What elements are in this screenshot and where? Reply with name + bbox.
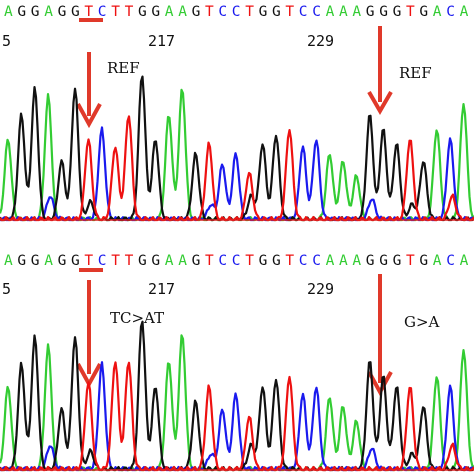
base-letter: A <box>178 253 187 269</box>
arrow-bottom-left <box>76 280 102 389</box>
arrow-top-left <box>76 52 102 129</box>
position-label-bottom-5: 5 <box>2 280 11 298</box>
base-letter: C <box>446 253 455 269</box>
base-letter: T <box>285 4 294 20</box>
base-letter: T <box>245 253 254 269</box>
base-letter: T <box>245 4 254 20</box>
base-letter: A <box>339 4 348 20</box>
base-letter: C <box>299 253 308 269</box>
base-letter: A <box>433 4 442 20</box>
base-letter: C <box>312 4 321 20</box>
base-letter: A <box>4 253 13 269</box>
base-letter: T <box>205 4 214 20</box>
base-letter: G <box>366 253 375 269</box>
base-letter: C <box>98 253 107 269</box>
base-letter: G <box>58 253 67 269</box>
base-letter: G <box>151 253 160 269</box>
mutation-underline-bottom <box>79 268 103 272</box>
base-letter: G <box>138 4 147 20</box>
base-letter: C <box>232 253 241 269</box>
position-label-bottom-217: 217 <box>148 280 175 298</box>
annotation-top-left: REF <box>107 59 140 77</box>
base-letter: A <box>165 4 174 20</box>
base-letter: C <box>299 4 308 20</box>
base-letter: T <box>406 253 415 269</box>
base-letter: G <box>151 4 160 20</box>
base-letter: T <box>111 253 120 269</box>
annotation-bottom-right: G>A <box>404 313 440 331</box>
base-letter: G <box>259 4 268 20</box>
base-letter: A <box>326 253 335 269</box>
base-letter: T <box>406 4 415 20</box>
base-letter: T <box>84 253 93 269</box>
base-letter: A <box>460 4 469 20</box>
base-letter: G <box>419 253 428 269</box>
base-letter: G <box>419 4 428 20</box>
base-letter: G <box>393 253 402 269</box>
base-letter: G <box>393 4 402 20</box>
base-letter: G <box>272 4 281 20</box>
base-letter: T <box>84 4 93 20</box>
base-letter: T <box>205 253 214 269</box>
base-letter: G <box>138 253 147 269</box>
arrow-top-right <box>367 26 393 115</box>
base-letter: G <box>58 4 67 20</box>
base-letter: G <box>31 4 40 20</box>
base-letter: G <box>379 253 388 269</box>
base-letter: C <box>232 4 241 20</box>
base-letter: A <box>352 253 361 269</box>
position-label-top-229: 229 <box>307 32 334 50</box>
annotation-top-right: REF <box>399 64 432 82</box>
base-letter: C <box>218 253 227 269</box>
base-letter: G <box>17 253 26 269</box>
trace-channel-G <box>0 75 474 222</box>
base-letter: A <box>352 4 361 20</box>
base-letter: G <box>71 253 80 269</box>
base-letter: G <box>259 253 268 269</box>
annotation-bottom-left: TC>AT <box>110 309 164 327</box>
base-letter: A <box>460 253 469 269</box>
base-letter: G <box>192 4 201 20</box>
base-letter: C <box>218 4 227 20</box>
base-letter: G <box>379 4 388 20</box>
position-label-top-217: 217 <box>148 32 175 50</box>
base-letter: G <box>366 4 375 20</box>
base-letter: G <box>272 253 281 269</box>
base-letter: A <box>165 253 174 269</box>
base-letter: G <box>71 4 80 20</box>
base-letter: T <box>285 253 294 269</box>
base-letter: A <box>339 253 348 269</box>
chromatogram-trace-top <box>0 75 474 222</box>
base-letter: A <box>4 4 13 20</box>
base-letter: G <box>17 4 26 20</box>
position-label-top-5: 5 <box>2 32 11 50</box>
base-letter: C <box>446 4 455 20</box>
base-letter: A <box>178 4 187 20</box>
base-letter: A <box>326 4 335 20</box>
position-label-bottom-229: 229 <box>307 280 334 298</box>
base-letter: C <box>98 4 107 20</box>
base-letter: A <box>44 4 53 20</box>
base-letter: G <box>31 253 40 269</box>
base-letter: G <box>192 253 201 269</box>
base-letter: T <box>111 4 120 20</box>
base-letter: T <box>125 4 134 20</box>
chromatogram-trace-bottom <box>0 320 474 472</box>
base-letter: T <box>125 253 134 269</box>
base-letter: A <box>44 253 53 269</box>
base-letter: A <box>433 253 442 269</box>
base-letter: C <box>312 253 321 269</box>
mutation-underline-top <box>79 18 103 22</box>
